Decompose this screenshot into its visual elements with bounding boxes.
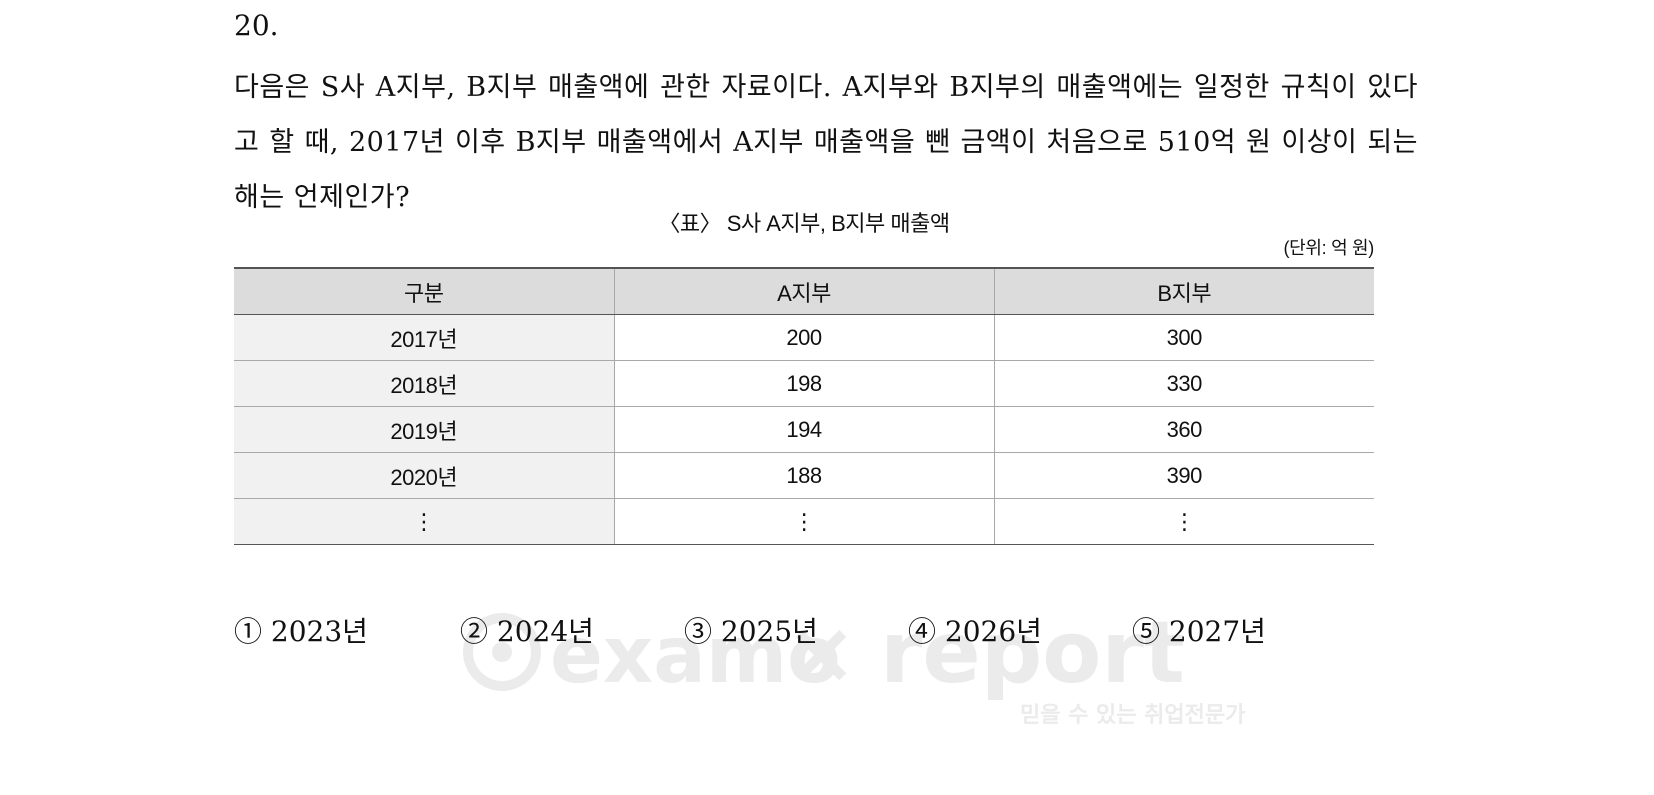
cell-branch-a: 188 — [613, 452, 994, 499]
choice-3[interactable]: ③ 2025년 — [684, 615, 818, 648]
choice-1[interactable]: ① 2023년 — [234, 615, 368, 648]
cell-branch-a: 198 — [613, 360, 994, 407]
sales-table: 구분 A지부 B지부 2017년 200 300 2018년 198 330 2… — [234, 267, 1374, 545]
table-row: 2017년 200 300 — [234, 314, 1374, 361]
cell-branch-b-ellipsis: ⋮ — [993, 498, 1374, 545]
cell-branch-b: 390 — [993, 452, 1374, 499]
cell-branch-a: 194 — [613, 406, 994, 453]
question-text: 다음은 S사 A지부, B지부 매출액에 관한 자료이다. A지부와 B지부의 … — [234, 72, 1418, 213]
table-unit: (단위: 억 원) — [1283, 238, 1374, 258]
table-row: 2018년 198 330 — [234, 360, 1374, 407]
header-branch-b: B지부 — [993, 267, 1374, 315]
cell-branch-b: 360 — [993, 406, 1374, 453]
header-category: 구분 — [234, 267, 614, 315]
cell-branch-b: 300 — [993, 314, 1374, 361]
question-number: 20. — [234, 9, 279, 42]
row-year: 2020년 — [234, 452, 614, 499]
row-year: 2019년 — [234, 406, 614, 453]
row-year: 2017년 — [234, 314, 614, 361]
table-row: 2020년 188 390 — [234, 452, 1374, 499]
cell-branch-a-ellipsis: ⋮ — [613, 498, 994, 545]
row-year-ellipsis: ⋮ — [234, 498, 614, 545]
watermark-tagline: 믿을 수 있는 취업전문가 — [1020, 703, 1245, 728]
header-branch-a: A지부 — [613, 267, 994, 315]
cell-branch-a: 200 — [613, 314, 994, 361]
choice-4[interactable]: ④ 2026년 — [908, 615, 1042, 648]
table-row: 2019년 194 360 — [234, 406, 1374, 453]
row-year: 2018년 — [234, 360, 614, 407]
table-row: ⋮ ⋮ ⋮ — [234, 498, 1374, 545]
cell-branch-b: 330 — [993, 360, 1374, 407]
table-header-row: 구분 A지부 B지부 — [234, 267, 1374, 315]
choice-5[interactable]: ⑤ 2027년 — [1132, 615, 1266, 648]
choice-2[interactable]: ② 2024년 — [460, 615, 594, 648]
table-title: 〈표〉 S사 A지부, B지부 매출액 — [658, 211, 950, 236]
